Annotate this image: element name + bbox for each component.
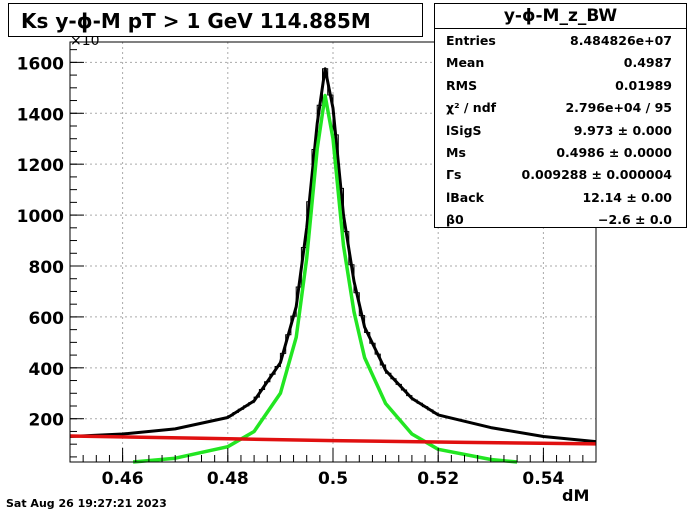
y-tick-label: 1400	[17, 105, 64, 125]
stat-value: 9.973 ± 0.000	[573, 122, 672, 138]
stat-key: Γs	[446, 167, 462, 183]
x-tick-label: 0.52	[417, 469, 459, 489]
stats-title: y-ϕ-M_z_BW	[435, 4, 686, 29]
x-tick-label: 0.46	[102, 469, 144, 489]
y-tick-label: 200	[29, 411, 65, 431]
stat-row: Ms 0.4986 ± 0.0000	[435, 141, 686, 163]
stat-value: 0.4987	[623, 55, 672, 71]
x-tick-label: 0.5	[318, 469, 348, 489]
plot-title: Ks y-ϕ-M pT > 1 GeV 114.885M	[8, 3, 423, 37]
stat-row: χ² / ndf 2.796e+04 / 95	[435, 96, 686, 118]
stat-value: 8.484826e+07	[570, 33, 672, 48]
stat-value: 2.796e+04 / 95	[565, 100, 672, 116]
x-tick-label: 0.48	[207, 469, 249, 489]
y-tick-label: 800	[29, 258, 65, 278]
stat-key: lBack	[446, 189, 484, 205]
stat-key: Ms	[446, 144, 466, 160]
y-tick-label: 600	[29, 309, 65, 329]
plot-series	[69, 67, 597, 464]
stat-row: Mean 0.4987	[435, 51, 686, 73]
stat-row: RMS 0.01989	[435, 74, 686, 96]
y-tick-label: 1200	[17, 156, 64, 176]
y-exponent-label: ×10	[70, 33, 100, 49]
stat-key: Entries	[446, 33, 496, 48]
stat-value: 0.01989	[615, 77, 672, 93]
stat-value: −2.6 ± 0.0	[598, 212, 672, 228]
stat-key: Mean	[446, 55, 485, 71]
y-tick-label: 1000	[17, 207, 64, 227]
total_fit-curve	[69, 67, 597, 444]
stat-row: β0 −2.6 ± 0.0	[435, 208, 686, 230]
stat-row: Γs 0.009288 ± 0.000004	[435, 163, 686, 185]
stat-key: lSigS	[446, 122, 482, 138]
stat-value: 0.4986 ± 0.0000	[556, 144, 672, 160]
stats-box: y-ϕ-M_z_BW Entries 8.484826e+07 Mean 0.4987…	[434, 3, 687, 228]
stat-key: β0	[446, 212, 464, 228]
stat-value: 0.009288 ± 0.000004	[521, 167, 672, 183]
signal-curve	[132, 93, 518, 464]
x-tick-label: 0.54	[522, 469, 564, 489]
stat-row: lSigS 9.973 ± 0.000	[435, 119, 686, 141]
datestamp: Sat Aug 26 19:27:21 2023	[6, 497, 167, 510]
stat-row: lBack 12.14 ± 0.00	[435, 186, 686, 208]
stat-value: 12.14 ± 0.00	[582, 189, 672, 205]
stat-row: Entries 8.484826e+07	[435, 29, 686, 51]
y-tick-label: 1600	[17, 54, 64, 74]
stat-key: χ² / ndf	[446, 100, 497, 116]
stat-key: RMS	[446, 77, 478, 93]
x-axis-title: dM	[562, 486, 590, 505]
y-tick-label: 400	[29, 360, 65, 380]
axis-ticks: 200 400 600 800 1000 1200 1400 1600 0.46 0.48 0.5 0…	[17, 49, 597, 489]
